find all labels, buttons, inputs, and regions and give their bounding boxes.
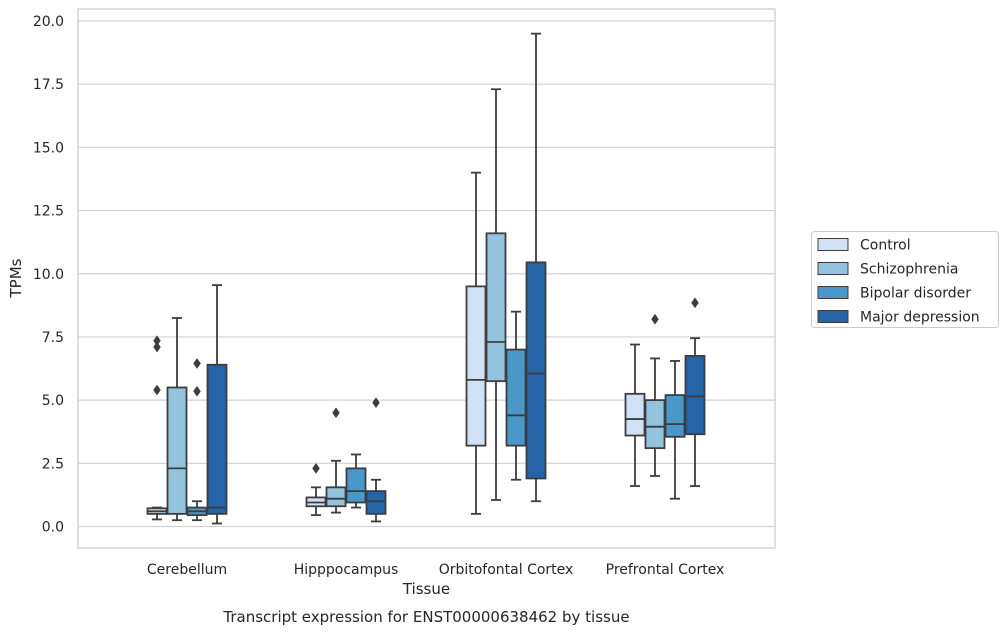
plot-area-frame <box>77 8 776 549</box>
box-schizophrenia <box>325 407 347 514</box>
box-major-depression <box>684 297 706 487</box>
box-body <box>166 386 188 515</box>
legend-swatch <box>817 310 849 323</box>
outlier-point <box>651 313 659 325</box>
box-body <box>485 232 507 383</box>
y-tick-label: 20.0 <box>33 14 64 30</box>
x-axis-label: Tissue <box>402 580 450 598</box>
y-tick-label: 12.5 <box>33 204 64 220</box>
x-tick-label: Cerebellum <box>147 562 227 578</box>
legend-swatch <box>817 262 849 275</box>
outlier-point <box>691 297 699 309</box>
box-control <box>146 335 168 521</box>
outlier-point <box>153 341 161 353</box>
box-major-depression <box>525 32 547 503</box>
box-body <box>325 486 347 508</box>
legend-frame <box>811 231 999 328</box>
box-control <box>624 343 646 487</box>
legend: Control Schizophrenia Bipolar disorder Majo… <box>811 231 999 328</box>
x-axis-ticks: Cerebellum Hipppocampus Orbitofontal Corte… <box>147 562 724 578</box>
y-axis-ticks: 0.0 2.5 5.0 7.5 10.0 12.5 15.0 17.5 20.0 <box>33 14 64 536</box>
box-body <box>345 467 367 504</box>
legend-label: Bipolar disorder <box>860 286 971 302</box>
chart-caption: Transcript expression for ENST0000063846… <box>222 608 629 626</box>
y-tick-label: 2.5 <box>42 456 64 472</box>
legend-swatch <box>817 238 849 251</box>
outlier-point <box>312 462 320 474</box>
y-tick-label: 7.5 <box>42 330 64 346</box>
box-body <box>365 490 387 515</box>
x-tick-label: Hipppocampus <box>294 562 399 578</box>
box-body <box>505 348 527 447</box>
box-major-depression <box>365 397 387 523</box>
legend-label: Schizophrenia <box>860 262 958 278</box>
box-body <box>684 354 706 436</box>
outlier-point <box>193 385 201 397</box>
box-schizophrenia <box>485 88 507 501</box>
box-body <box>664 394 686 438</box>
box-bipolar-disorder <box>505 310 527 481</box>
gridlines <box>78 20 775 528</box>
box-schizophrenia <box>644 313 666 477</box>
legend-swatch <box>817 286 849 299</box>
box-bipolar-disorder <box>664 360 686 500</box>
y-tick-label: 5.0 <box>42 393 64 409</box>
boxes <box>146 32 706 525</box>
box-bipolar-disorder <box>345 453 367 509</box>
y-tick-label: 17.5 <box>33 77 64 93</box>
box-control <box>305 462 327 517</box>
legend-label: Control <box>860 238 911 254</box>
outlier-point <box>153 335 161 347</box>
box-body <box>644 399 666 450</box>
y-tick-label: 15.0 <box>33 140 64 156</box>
box-schizophrenia <box>166 317 188 522</box>
y-tick-label: 0.0 <box>42 520 64 536</box>
box-body <box>465 285 487 447</box>
y-axis-label: TPMs <box>7 258 25 298</box>
box-control <box>465 171 487 515</box>
x-tick-label: Orbitofontal Cortex <box>439 562 574 578</box>
y-tick-label: 10.0 <box>33 267 64 283</box>
outlier-point <box>193 358 201 369</box>
x-tick-label: Prefrontal Cortex <box>606 562 725 578</box>
box-major-depression <box>206 284 228 525</box>
outlier-point <box>372 397 380 409</box>
outlier-point <box>332 407 340 419</box>
box-body <box>525 261 547 480</box>
legend-label: Major depression <box>860 310 980 326</box>
box-body <box>206 363 228 515</box>
box-body <box>624 392 646 437</box>
box-bipolar-disorder <box>186 358 208 522</box>
outlier-point <box>153 384 161 396</box>
